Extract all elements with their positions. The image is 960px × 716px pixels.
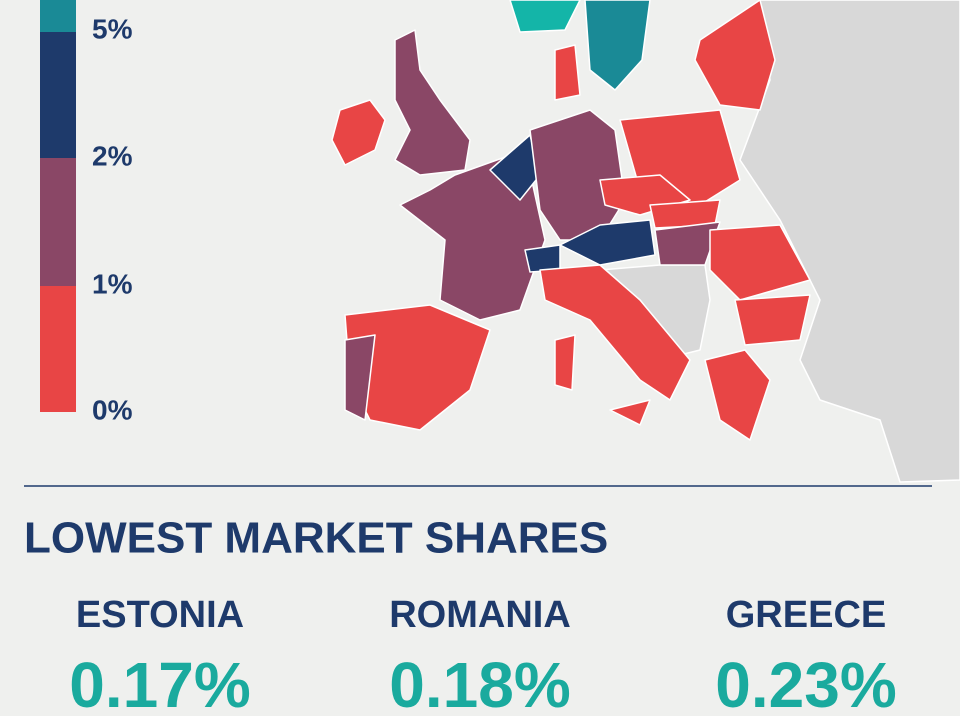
sicily (609, 399, 651, 426)
baltics (694, 0, 776, 111)
legend: 5% 2% 1% 0% (40, 0, 133, 425)
market-share: 0.23% (715, 649, 896, 716)
germany (529, 109, 626, 241)
country-name: ESTONIA (76, 594, 244, 636)
uk (394, 29, 471, 176)
legend-label: 5% (92, 13, 133, 44)
country-name: ROMANIA (389, 594, 571, 636)
ireland (331, 99, 386, 166)
section-title: LOWEST MARKET SHARES (24, 514, 608, 563)
bulgaria (734, 294, 811, 346)
denmark (554, 44, 581, 101)
italy (539, 264, 691, 401)
market-share: 0.17% (69, 649, 250, 716)
country-name: GREECE (726, 594, 886, 636)
legend-swatch (40, 158, 76, 286)
switzerland (524, 244, 561, 273)
land-other (739, 0, 960, 483)
norway (509, 0, 581, 33)
portugal (344, 334, 376, 421)
legend-swatch (40, 32, 76, 158)
legend-swatch (40, 0, 76, 32)
sardinia (554, 334, 576, 391)
map (331, 0, 960, 483)
legend-label: 0% (92, 394, 133, 425)
france (399, 149, 546, 321)
sweden (584, 0, 651, 91)
legend-label: 1% (92, 268, 133, 299)
market-share: 0.18% (389, 649, 570, 716)
greece (704, 349, 771, 441)
legend-label: 2% (92, 140, 133, 171)
austria (559, 219, 656, 266)
romania (709, 224, 811, 301)
hungary (654, 221, 721, 266)
legend-swatch (40, 286, 76, 412)
